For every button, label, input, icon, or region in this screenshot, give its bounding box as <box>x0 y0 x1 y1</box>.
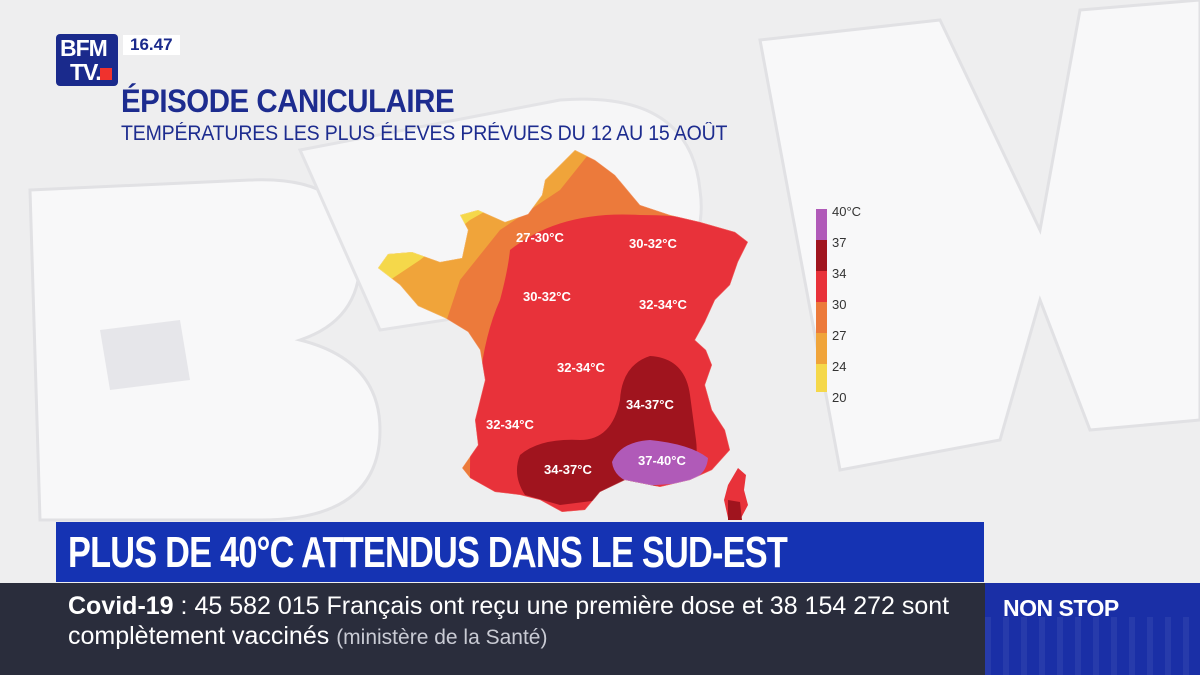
border-outline <box>377 149 749 513</box>
zone-label-center: 32-34°C <box>557 360 605 375</box>
zone-label-southeast: 37-40°C <box>638 453 686 468</box>
headline-banner: PLUS DE 40°C ATTENDUS DANS LE SUD-EST <box>56 522 984 582</box>
logo-text-bottom: TV. <box>70 59 102 85</box>
graphic-subtitle: TEMPÉRATURES LES PLUS ÉLEVES PRÉVUES DU … <box>121 122 728 145</box>
zone-label-southwest: 32-34°C <box>486 417 534 432</box>
zone-label-northeast: 30-32°C <box>629 236 677 251</box>
logo-text-top: BFM <box>60 35 108 61</box>
legend-swatch <box>816 240 827 271</box>
legend-label: 37 <box>832 235 847 250</box>
ticker-text: Covid-19 : 45 582 015 Français ont reçu … <box>68 591 968 653</box>
legend-label: 20 <box>832 390 847 405</box>
ticker-separator: : <box>173 592 195 620</box>
legend-label: 24 <box>832 359 847 374</box>
ticker-topic: Covid-19 <box>68 592 174 620</box>
ticker-source: (ministère de la Santé) <box>336 626 548 649</box>
zone-label-east: 32-34°C <box>639 297 687 312</box>
zone-label-center-north: 30-32°C <box>523 289 571 304</box>
zone-label-south: 34-37°C <box>544 462 592 477</box>
headline-text: PLUS DE 40°C ATTENDUS DANS LE SUD-EST <box>68 528 788 577</box>
legend-swatch <box>816 209 827 240</box>
corsica-south <box>728 500 742 520</box>
legend-bar <box>816 209 827 392</box>
legend-swatch <box>816 302 827 333</box>
graphic-title: ÉPISODE CANICULAIRE <box>121 83 455 119</box>
legend-swatch <box>816 364 827 392</box>
legend-label: 34 <box>832 266 847 281</box>
nonstop-pattern <box>985 617 1200 675</box>
ticker-message: 45 582 015 Français ont reçu une premièr… <box>68 592 950 650</box>
logo-dot <box>100 68 112 80</box>
legend-label: 27 <box>832 328 847 343</box>
nonstop-badge: NON STOP <box>985 583 1200 675</box>
nonstop-label: NON STOP <box>1003 595 1119 621</box>
clock: 16.47 <box>123 35 180 55</box>
zone-label-north: 27-30°C <box>516 230 564 245</box>
legend-label: 30 <box>832 297 847 312</box>
legend-label: 40°C <box>832 204 862 219</box>
legend-swatch <box>816 333 827 364</box>
zone-label-alps: 34-37°C <box>626 397 674 412</box>
legend-swatch <box>816 271 827 302</box>
bfmtv-logo: BFM TV. <box>56 34 118 86</box>
